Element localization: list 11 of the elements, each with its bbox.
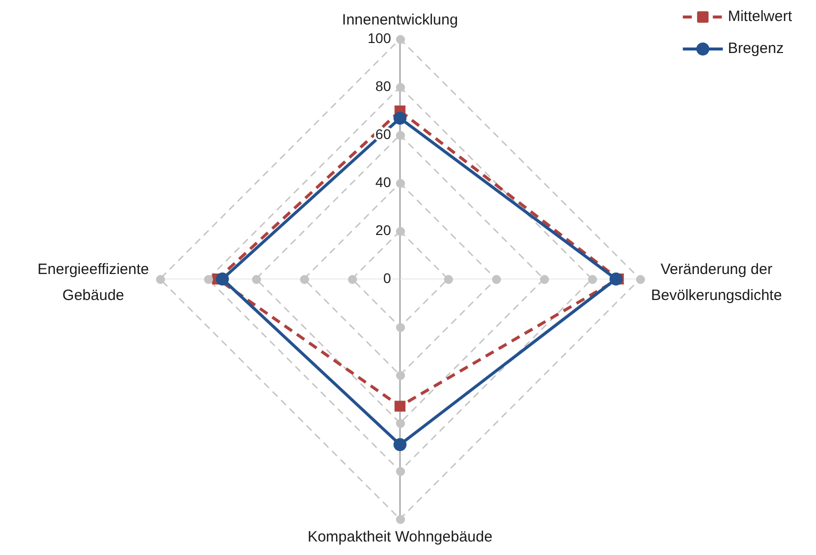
spoke-label: Veränderung der Bevölkerungsdichte [650,261,782,304]
legend-label: Mittelwert [728,8,793,26]
legend-label: Bregenz [728,40,784,58]
y-tick-label: 100 [368,30,392,46]
y-tick-label: 80 [375,78,392,94]
spoke-label: Innenentwicklung [342,12,458,29]
spoke-label: Kompaktheit Wohngebäude [308,528,492,546]
y-tick-label: 40 [375,174,392,190]
y-tick-label: 0 [383,270,392,286]
spoke-label: Energieeffiziente Gebäude [38,261,149,304]
y-tick-label: 20 [375,222,392,238]
